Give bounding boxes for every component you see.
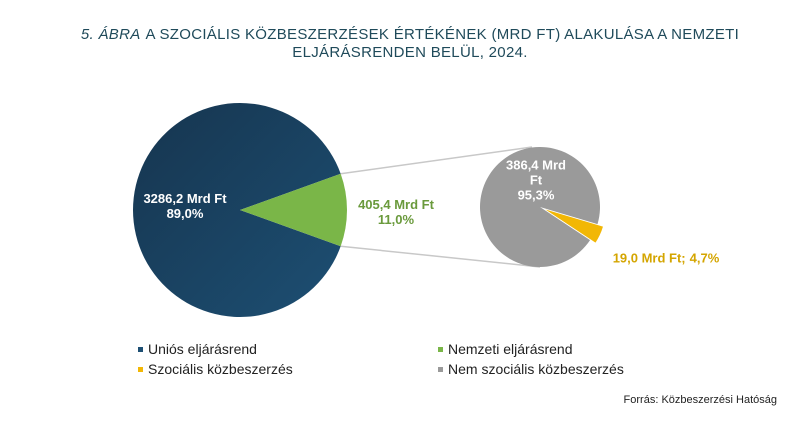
value-label: 405,4 Mrd Ft [358, 197, 434, 212]
pie-slice [240, 173, 347, 247]
data-label: 19,0 Mrd Ft; 4,7% [566, 251, 766, 266]
legend-label: Nem szociális közbeszerzés [448, 361, 624, 377]
legend-item: Nem szociális közbeszerzés [438, 361, 658, 377]
data-label: 405,4 Mrd Ft 11,0% [336, 197, 456, 227]
percent-label: 11,0% [377, 212, 415, 227]
legend-item: Uniós eljárásrend [138, 341, 438, 357]
legend-label: Uniós eljárásrend [148, 341, 257, 357]
data-label: 386,4 Mrd Ft 95,3% [506, 158, 566, 203]
legend-item: Nemzeti eljárásrend [438, 341, 658, 357]
value-label: 386,4 Mrd Ft [506, 157, 566, 188]
data-label: 3286,2 Mrd Ft 89,0% [125, 191, 245, 221]
legend-label: Szociális közbeszerzés [148, 361, 293, 377]
value-label: 19,0 Mrd Ft; [612, 250, 686, 266]
connector-line [340, 245, 541, 268]
legend-label: Nemzeti eljárásrend [448, 341, 573, 357]
legend-item: Szociális közbeszerzés [138, 361, 438, 377]
legend: Uniós eljárásrend Nemzeti eljárásrend Szoc… [138, 341, 658, 377]
legend-marker [438, 346, 443, 352]
title-text: A SZOCIÁLIS KÖZBESZERZÉSEK ÉRTÉKÉNEK (MR… [145, 26, 740, 61]
pie-slice [133, 102, 341, 317]
pie-slice [480, 146, 601, 267]
legend-marker [138, 346, 143, 352]
legend-marker [138, 366, 143, 372]
source: Forrás: Közbeszerzési Hatóság [623, 394, 777, 406]
legend-marker [438, 366, 443, 372]
connector-line [340, 146, 533, 175]
chart-title: 5. ÁBRA A SZOCIÁLIS KÖZBESZERZÉSEK ÉRTÉKÉ… [80, 26, 740, 62]
percent-label: 95,3% [517, 187, 555, 203]
value-label: 3286,2 Mrd Ft [143, 191, 227, 206]
pie-slice [545, 209, 603, 243]
title-prefix: 5. ÁBRA [80, 26, 141, 43]
percent-label: 89,0% [166, 206, 204, 221]
percent-label: 4,7% [689, 250, 720, 266]
